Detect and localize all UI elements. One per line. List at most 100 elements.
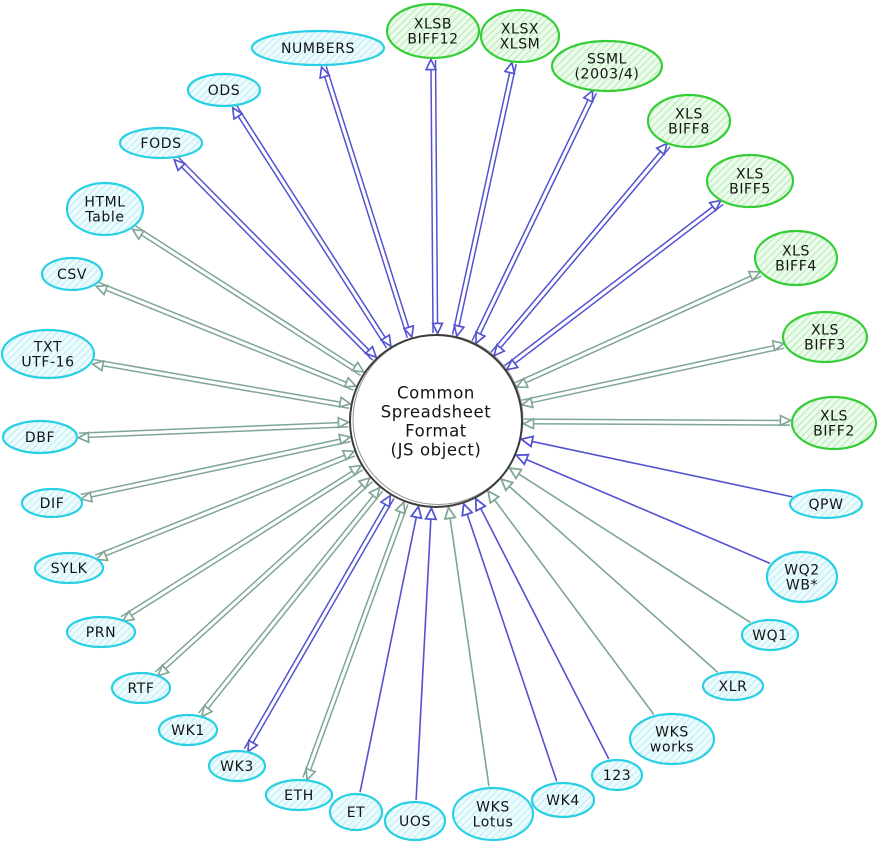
- node-sylk: SYLK: [33, 551, 105, 585]
- center-label: Common Spreadsheet Format (JS object): [381, 384, 492, 460]
- node-ssml-2003-4: SSML (2003/4): [550, 39, 664, 93]
- node-label-wk4: WK4: [546, 793, 580, 809]
- node-label-sylk: SYLK: [51, 561, 88, 577]
- node-wk4: WK4: [530, 781, 596, 819]
- node-xls-biff4: XLS BIFF4: [753, 229, 839, 287]
- node-ods: ODS: [186, 72, 262, 108]
- node-label-dif: DIF: [40, 496, 65, 512]
- node-label-qpw: QPW: [808, 497, 843, 513]
- node-eth: ETH: [264, 778, 334, 812]
- node-xls-biff3: XLS BIFF3: [781, 310, 869, 364]
- edge-wk3: [243, 496, 395, 751]
- edge-wks-works: [488, 492, 655, 716]
- edge-ods: [233, 105, 390, 349]
- node-label-wk1: WK1: [171, 723, 205, 739]
- edge-xls-biff8: [490, 144, 671, 355]
- node-prn: PRN: [65, 615, 137, 649]
- edge-wq2-wb: [517, 456, 771, 565]
- edge-txt-utf16: [93, 358, 349, 410]
- node-label-eth: ETH: [284, 788, 314, 804]
- node-label-csv: CSV: [57, 267, 87, 283]
- node-wks-works: WKS works: [628, 712, 716, 766]
- node-label-123: 123: [603, 768, 632, 784]
- node-label-ssml-2003-4: SSML (2003/4): [575, 52, 640, 83]
- node-xls-biff2: XLS BIFF2: [790, 395, 878, 451]
- node-label-xls-biff2: XLS BIFF2: [813, 409, 855, 440]
- edge-ssml-2003-4: [471, 91, 598, 342]
- node-label-xls-biff5: XLS BIFF5: [729, 167, 771, 198]
- node-dif: DIF: [20, 487, 84, 519]
- edge-prn: [120, 466, 364, 621]
- edge-eth: [302, 503, 409, 779]
- edge-xls-biff5: [504, 201, 724, 370]
- edge-uos: [415, 509, 431, 801]
- node-xls-biff8: XLS BIFF8: [646, 93, 732, 149]
- edge-xlr: [502, 480, 719, 673]
- node-label-dbf: DBF: [25, 430, 55, 446]
- node-wk1: WK1: [157, 713, 219, 747]
- node-label-rtf: RTF: [127, 681, 154, 697]
- edge-numbers: [322, 66, 412, 338]
- node-label-xlsb-biff12: XLSB BIFF12: [407, 17, 458, 48]
- edge-et: [359, 507, 418, 793]
- node-label-et: ET: [347, 805, 366, 821]
- node-xlsx-xlsm: XLSX XLSM: [479, 8, 561, 64]
- node-label-numbers: NUMBERS: [281, 41, 355, 57]
- node-label-xls-biff4: XLS BIFF4: [775, 244, 817, 275]
- node-label-xls-biff8: XLS BIFF8: [668, 107, 710, 138]
- node-label-wks-lotus: WKS Lotus: [473, 800, 514, 831]
- node-wq2-wb: WQ2 WB*: [765, 550, 839, 604]
- node-label-wq1: WQ1: [752, 628, 788, 644]
- node-uos: UOS: [383, 800, 447, 842]
- node-label-xls-biff3: XLS BIFF3: [804, 323, 846, 354]
- node-label-xlsx-xlsm: XLSX XLSM: [500, 22, 541, 53]
- node-label-wq2-wb: WQ2 WB*: [784, 563, 820, 594]
- edge-xlsx-xlsm: [451, 63, 517, 335]
- edge-rtf: [154, 478, 373, 675]
- edge-xls-biff3: [522, 344, 785, 405]
- edge-xls-biff4: [515, 272, 761, 387]
- node-dbf: DBF: [1, 419, 79, 455]
- edge-html-table: [133, 225, 363, 377]
- node-label-wks-works: WKS works: [650, 725, 694, 756]
- edge-fods: [175, 156, 376, 361]
- node-xls-biff5: XLS BIFF5: [705, 153, 795, 209]
- edge-dbf: [79, 422, 348, 437]
- node-label-prn: PRN: [86, 625, 116, 641]
- edge-wk4: [464, 504, 558, 782]
- edge-dif: [81, 437, 351, 499]
- node-wk3: WK3: [207, 749, 267, 783]
- node-xlr: XLR: [701, 670, 765, 702]
- node-label-html-table: HTML Table: [84, 195, 125, 226]
- node-et: ET: [328, 792, 384, 832]
- node-txt-utf16: TXT UTF-16: [0, 328, 96, 380]
- edge-wk1: [197, 488, 384, 716]
- node-123: 123: [590, 758, 644, 792]
- node-numbers: NUMBERS: [250, 29, 386, 67]
- edges-layer: [79, 60, 793, 801]
- edge-123: [476, 499, 610, 760]
- node-wks-lotus: WKS Lotus: [451, 786, 535, 842]
- node-rtf: RTF: [110, 671, 172, 705]
- edge-wks-lotus: [449, 508, 490, 787]
- node-label-xlr: XLR: [719, 679, 748, 695]
- edge-xlsb-biff12: [431, 60, 438, 333]
- edge-wq1: [510, 468, 751, 624]
- node-label-uos: UOS: [399, 814, 431, 830]
- edge-qpw: [522, 439, 793, 498]
- edge-xls-biff2: [524, 419, 790, 425]
- edge-sylk: [95, 452, 355, 560]
- node-html-table: HTML Table: [65, 181, 145, 237]
- node-qpw: QPW: [788, 488, 864, 520]
- node-xlsb-biff12: XLSB BIFF12: [385, 2, 481, 60]
- node-label-txt-utf16: TXT UTF-16: [21, 340, 74, 371]
- node-label-fods: FODS: [140, 136, 181, 152]
- node-label-ods: ODS: [208, 83, 241, 99]
- node-wq1: WQ1: [740, 618, 800, 652]
- node-label-wk3: WK3: [220, 759, 254, 775]
- node-csv: CSV: [40, 256, 104, 292]
- node-fods: FODS: [118, 126, 204, 160]
- edge-csv: [97, 281, 355, 391]
